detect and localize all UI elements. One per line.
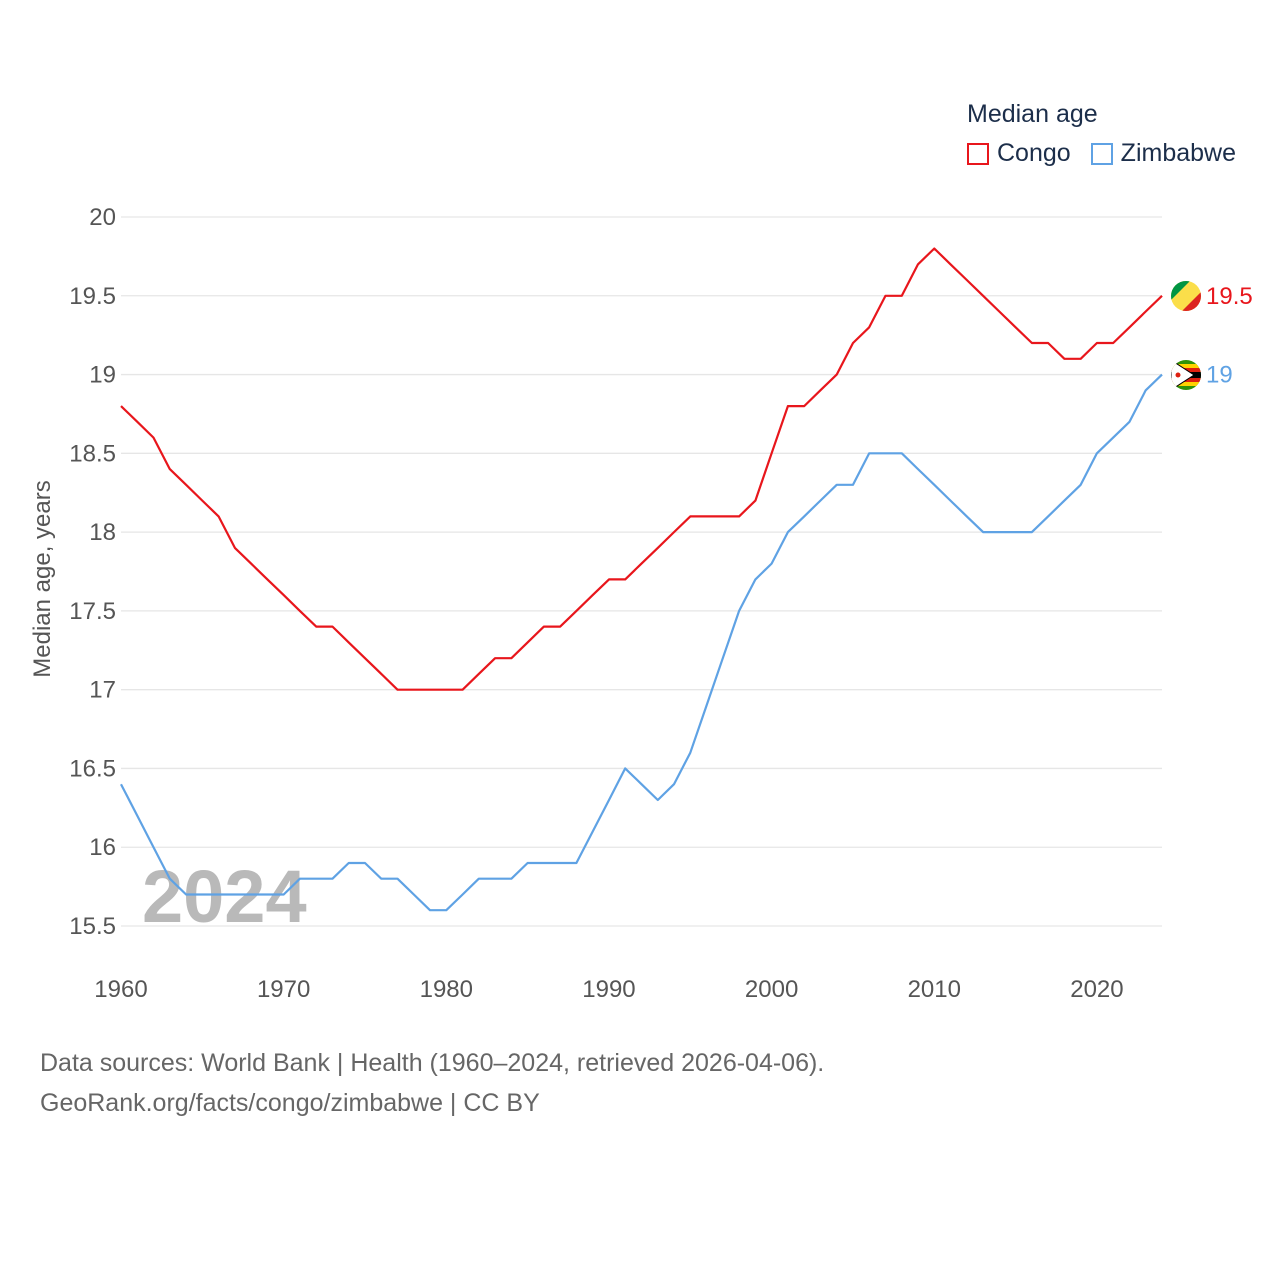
- series-line-congo[interactable]: [120, 247, 1163, 691]
- legend: Median age Congo Zimbabwe: [967, 100, 1256, 168]
- y-tick-label: 19: [89, 362, 116, 389]
- x-tick-label: 1980: [420, 976, 473, 1003]
- y-tick-label: 18.5: [69, 440, 116, 467]
- x-tick-label: 1960: [94, 976, 147, 1003]
- x-tick-label: 2000: [745, 976, 798, 1003]
- series-line-zimbabwe[interactable]: [120, 373, 1163, 912]
- x-tick-label: 1970: [257, 976, 310, 1003]
- y-tick-label: 16: [89, 834, 116, 861]
- y-tick-label: 17: [89, 677, 116, 704]
- legend-label-congo: Congo: [997, 139, 1071, 167]
- legend-swatch-congo: [967, 142, 989, 165]
- end-value-label-congo: 19.5: [1206, 283, 1253, 310]
- footer-sources: Data sources: World Bank | Health (1960–…: [40, 1049, 825, 1077]
- legend-title: Median age: [967, 100, 1098, 128]
- y-axis-label: Median age, years: [29, 480, 56, 677]
- end-value-label-zimbabwe: 19: [1206, 362, 1233, 389]
- x-tick-label: 2020: [1070, 976, 1123, 1003]
- congo-flag-icon: [1171, 281, 1201, 311]
- y-tick-label: 18: [89, 519, 116, 546]
- y-tick-label: 19.5: [69, 283, 116, 310]
- zimbabwe-flag-icon: [1171, 360, 1201, 390]
- legend-item-zimbabwe[interactable]: Zimbabwe: [1090, 139, 1236, 168]
- y-tick-label: 20: [89, 204, 116, 231]
- footer-link[interactable]: GeoRank.org/facts/congo/zimbabwe | CC BY: [40, 1089, 540, 1117]
- footer: Data sources: World Bank | Health (1960–…: [40, 1043, 824, 1123]
- y-tick-label: 15.5: [69, 913, 116, 940]
- y-tick-label: 16.5: [69, 755, 116, 782]
- legend-item-congo[interactable]: Congo: [967, 139, 1071, 168]
- legend-label-zimbabwe: Zimbabwe: [1120, 139, 1236, 167]
- year-watermark: 2024: [142, 855, 307, 938]
- x-tick-label: 1990: [582, 976, 635, 1003]
- y-tick-label: 17.5: [69, 598, 116, 625]
- legend-swatch-zimbabwe: [1090, 142, 1113, 165]
- x-tick-label: 2010: [908, 976, 961, 1003]
